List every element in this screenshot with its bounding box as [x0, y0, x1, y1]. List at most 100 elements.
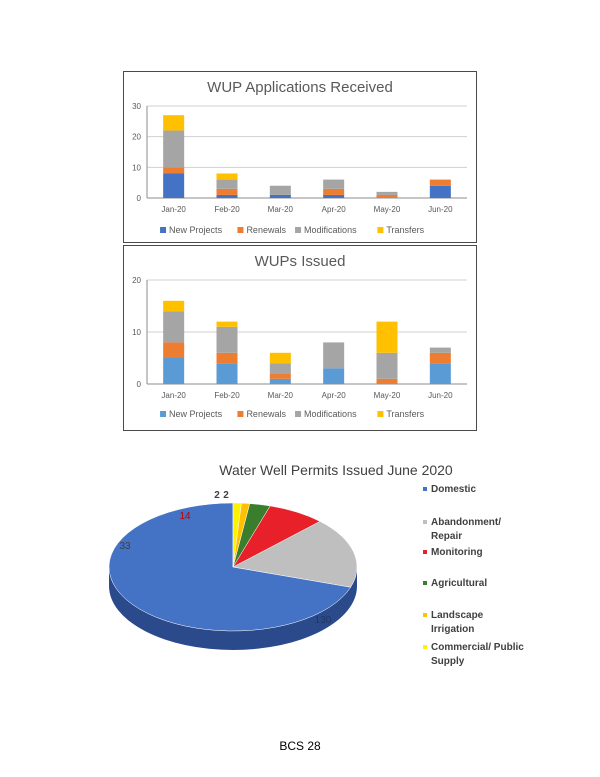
bar-renewals: [323, 188, 345, 195]
x-tick-label: Apr-20: [322, 391, 347, 400]
legend-swatch: [237, 411, 244, 417]
legend-swatch: [423, 645, 427, 649]
bar-transfers: [269, 352, 291, 364]
y-tick-label: 0: [137, 380, 142, 389]
legend-label: Agricultural: [431, 578, 487, 589]
legend-label: Domestic: [431, 484, 476, 495]
bar-modifications: [323, 342, 345, 369]
bar-modifications: [269, 363, 291, 374]
pie-slice-domestic: [108, 502, 352, 632]
bar-new-projects: [163, 173, 185, 198]
bar-new-projects: [323, 368, 345, 384]
pie-data-label: 33: [119, 541, 131, 552]
legend-swatch: [237, 227, 244, 233]
pie-title: Water Well Permits Issued June 2020: [219, 462, 453, 478]
pie-data-label: 2: [223, 490, 229, 501]
bar-new-projects: [429, 185, 451, 198]
bar-renewals: [429, 352, 451, 364]
chart-title: WUP Applications Received: [207, 79, 393, 96]
y-tick-label: 0: [137, 194, 142, 203]
bar-modifications: [269, 185, 291, 195]
x-tick-label: Feb-20: [214, 391, 240, 400]
bar-new-projects: [216, 363, 238, 384]
legend-label: Monitoring: [431, 547, 483, 558]
x-tick-label: Jun-20: [428, 205, 453, 214]
legend-label: Commercial/ Public Supply: [431, 642, 524, 667]
bar-transfers: [163, 115, 185, 131]
x-tick-label: Jun-20: [428, 391, 453, 400]
legend-label: New Projects: [169, 409, 223, 419]
wup-applications-plot: 0 10 20 30 Jan-20 Feb-20 Mar-20 Apr-20 May-20 Jun…: [132, 102, 467, 235]
chart-title: WUPs Issued: [254, 253, 346, 270]
bar-transfers: [163, 300, 185, 312]
bar-modifications: [376, 191, 398, 195]
bar-new-projects: [216, 194, 238, 198]
x-tick-label: Jan-20: [161, 391, 186, 400]
bar-renewals: [163, 167, 185, 174]
bar-transfers: [216, 173, 238, 180]
bar-modifications: [376, 352, 398, 379]
bar-renewals: [269, 373, 291, 379]
x-tick-label: Apr-20: [322, 205, 347, 214]
bar-renewals: [376, 194, 398, 198]
bar-transfers: [216, 321, 238, 327]
y-tick-label: 30: [132, 102, 141, 111]
bar-modifications: [216, 179, 238, 189]
page-number: BCS 28: [279, 739, 321, 753]
pie-data-label: 2: [214, 490, 220, 501]
legend-label: Modifications: [304, 409, 357, 419]
bar-new-projects: [429, 363, 451, 384]
bar-new-projects: [163, 358, 185, 384]
bar-renewals: [163, 342, 185, 358]
bar-renewals: [429, 179, 451, 186]
bar-new-projects: [269, 378, 291, 384]
water-well-permits-chart: Water Well Permits Issued June 2020 130 33…: [0, 450, 600, 740]
x-tick-label: May-20: [374, 205, 401, 214]
legend-label: Renewals: [246, 225, 286, 235]
legend-label: Modifications: [304, 225, 357, 235]
x-tick-label: May-20: [374, 391, 401, 400]
bar-modifications: [429, 347, 451, 353]
legend-swatch: [423, 487, 427, 491]
bar-modifications: [163, 311, 185, 343]
legend-label: Renewals: [246, 409, 286, 419]
legend-swatch: [423, 550, 427, 554]
legend-label: Transfers: [386, 409, 424, 419]
legend-swatch: [423, 613, 427, 617]
wups-issued-plot: 0 10 20 Jan-20 Feb-20 Mar-20 Apr-20 May-20 Jun-2…: [132, 276, 467, 419]
bar-modifications: [163, 130, 185, 168]
legend-swatch: [423, 581, 427, 585]
bar-renewals: [216, 352, 238, 364]
y-tick-label: 10: [132, 328, 141, 337]
y-tick-label: 20: [132, 276, 141, 285]
y-tick-label: 10: [132, 163, 141, 172]
legend-label: Transfers: [386, 225, 424, 235]
y-tick-label: 20: [132, 133, 141, 142]
bar-new-projects: [269, 194, 291, 198]
wups-issued-chart: WUPs Issued 0 10 20 Jan-20 Feb-20 Mar-20 Apr-2…: [123, 245, 477, 431]
pie-slice-abandonment-repair: [232, 521, 358, 588]
bar-modifications: [216, 326, 238, 353]
pie-slice-commercial-public-supply: [232, 502, 242, 568]
legend-swatch: [295, 411, 302, 417]
water-well-permits-plot: Water Well Permits Issued June 2020 130 33…: [108, 462, 524, 667]
bar-transfers: [376, 321, 398, 353]
pie-data-label: 130: [315, 615, 332, 626]
legend-label: Landscape Irrigation: [431, 610, 484, 635]
pie-side-wall: [109, 567, 357, 650]
x-tick-label: Jan-20: [161, 205, 186, 214]
x-tick-label: Feb-20: [214, 205, 240, 214]
bar-renewals: [376, 378, 398, 384]
bar-new-projects: [323, 194, 345, 198]
legend-swatch: [160, 411, 167, 417]
bar-modifications: [323, 179, 345, 189]
x-tick-label: Mar-20: [268, 205, 294, 214]
legend-swatch: [423, 520, 427, 524]
pie-data-label: 14: [179, 511, 191, 522]
legend-swatch: [295, 227, 302, 233]
x-tick-label: Mar-20: [268, 391, 294, 400]
bar-renewals: [216, 188, 238, 195]
legend-swatch: [377, 227, 384, 233]
legend-swatch: [160, 227, 167, 233]
legend-swatch: [377, 411, 384, 417]
